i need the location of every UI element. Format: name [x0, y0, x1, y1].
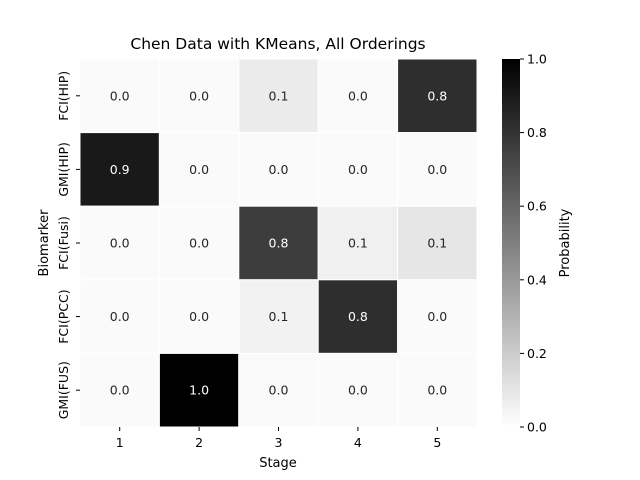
cell-value-label: 0.9 — [110, 162, 130, 177]
cell-value-label: 0.0 — [348, 162, 368, 177]
chart-title: Chen Data with KMeans, All Orderings — [130, 35, 425, 53]
cell-value-label: 0.0 — [427, 162, 447, 177]
cell-value-label: 0.1 — [348, 236, 368, 251]
heatmap-cell — [317, 205, 399, 281]
cell-value-label: 0.0 — [189, 162, 209, 177]
heatmap-cell — [397, 279, 478, 354]
heatmap-cell — [79, 58, 160, 134]
cell-value-label: 0.0 — [348, 88, 368, 103]
cell-value-label: 0.1 — [427, 236, 447, 251]
cell-value-label: 0.8 — [427, 88, 447, 103]
colorbar — [502, 59, 520, 427]
cell-value-label: 0.0 — [427, 309, 447, 324]
y-axis-label: Biomarker — [37, 209, 52, 277]
cell-value-label: 0.1 — [269, 309, 289, 324]
heatmap-cell — [238, 132, 319, 207]
cell-value-label: 0.0 — [189, 236, 209, 251]
cell-value-label: 0.0 — [110, 88, 130, 103]
y-axis-ticks: FCI(HIP) GMI(HIP) FCI(Fusi) FCI(PCC) GMI(FUS… — [56, 71, 80, 419]
x-tick-label: 5 — [433, 435, 441, 450]
heatmap-cell — [158, 205, 240, 281]
cell-value-label: 1.0 — [189, 383, 209, 398]
cell-value-label: 0.0 — [189, 309, 209, 324]
cell-value-label: 0.8 — [269, 236, 289, 251]
heatmap-cell — [158, 279, 240, 354]
cell-value-label: 0.8 — [348, 309, 368, 324]
colorbar-ticks: 0.0 0.2 0.4 0.6 0.8 1.0 — [520, 52, 547, 435]
heatmap-cell — [397, 58, 478, 134]
heatmap-cell — [238, 279, 319, 354]
heatmap-cell — [397, 205, 478, 281]
x-tick-label: 4 — [354, 435, 362, 450]
x-tick-label: 3 — [275, 435, 283, 450]
cell-value-label: 0.0 — [269, 383, 289, 398]
colorbar-tick-label: 0.6 — [527, 199, 547, 214]
y-tick-label: GMI(FUS) — [56, 361, 71, 419]
colorbar-label: Probability — [558, 208, 573, 277]
cell-value-label: 0.0 — [110, 309, 130, 324]
colorbar-tick-label: 0.4 — [527, 272, 547, 287]
cell-value-label: 0.0 — [110, 383, 130, 398]
cell-value-label: 0.1 — [269, 88, 289, 103]
heatmap-cell — [158, 352, 240, 428]
x-tick-label: 2 — [195, 435, 203, 450]
y-tick-label: GMI(HIP) — [56, 142, 71, 197]
heatmap-cell — [238, 58, 319, 134]
heatmap-cell — [397, 132, 478, 207]
heatmap-cell — [317, 58, 399, 134]
y-tick-label: FCI(HIP) — [56, 71, 71, 121]
x-axis-ticks: 1 2 3 4 5 — [116, 427, 441, 450]
heatmap-cell — [79, 352, 160, 428]
heatmap-cell — [238, 352, 319, 428]
heatmap-cell — [317, 279, 399, 354]
y-tick-label: FCI(PCC) — [56, 289, 71, 343]
colorbar-tick-label: 0.0 — [527, 420, 547, 435]
x-tick-label: 1 — [116, 435, 124, 450]
cell-value-label: 0.0 — [110, 236, 130, 251]
heatmap-cells — [79, 58, 478, 428]
cell-value-label: 0.0 — [427, 383, 447, 398]
x-axis-label: Stage — [259, 456, 297, 471]
colorbar-tick-label: 0.8 — [527, 125, 547, 140]
colorbar-tick-label: 0.2 — [527, 346, 547, 361]
cell-value-label: 0.0 — [189, 88, 209, 103]
y-tick-label: FCI(Fusi) — [56, 216, 71, 270]
cell-value-label: 0.0 — [348, 383, 368, 398]
heatmap-cell — [238, 205, 319, 281]
heatmap-cell — [79, 132, 160, 207]
heatmap-cell — [397, 352, 478, 428]
heatmap-cell — [158, 58, 240, 134]
heatmap-cell-labels: 0.0 0.0 0.1 0.0 0.8 0.9 0.0 0.0 0.0 0.0 0.0 0.0 0.8 0… — [110, 88, 448, 397]
colorbar-tick-label: 1.0 — [527, 52, 547, 67]
cell-value-label: 0.0 — [269, 162, 289, 177]
